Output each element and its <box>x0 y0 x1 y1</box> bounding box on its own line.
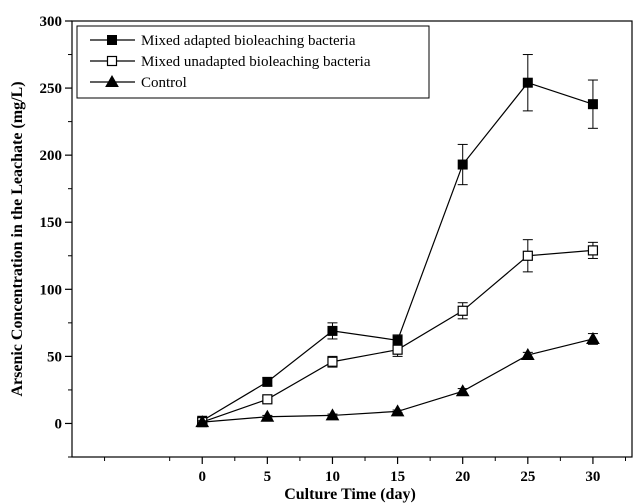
legend-label: Control <box>141 75 187 91</box>
x-axis-title: Culture Time (day) <box>284 486 416 503</box>
legend-marker <box>105 74 119 87</box>
data-point <box>195 415 210 428</box>
x-tick-label: 30 <box>585 469 600 485</box>
data-point <box>587 245 599 256</box>
data-point <box>457 159 468 170</box>
y-tick-label: 0 <box>55 416 63 432</box>
data-point <box>520 348 535 361</box>
data-point <box>262 376 273 387</box>
y-tick-label: 250 <box>40 81 63 97</box>
y-tick-label: 300 <box>40 14 63 30</box>
data-point <box>522 250 533 261</box>
x-tick-label: 0 <box>198 469 206 485</box>
data-point <box>390 404 405 417</box>
x-tick-label: 15 <box>390 469 405 485</box>
x-tick-label: 25 <box>520 469 535 485</box>
x-tick-label: 20 <box>455 469 470 485</box>
data-point <box>260 409 275 422</box>
data-point <box>522 77 533 88</box>
y-tick-label: 150 <box>40 215 63 231</box>
legend-marker <box>106 55 118 67</box>
data-point <box>327 325 338 336</box>
series-1 <box>197 239 599 428</box>
data-point <box>325 408 340 421</box>
data-point <box>586 331 600 344</box>
y-tick-label: 100 <box>40 282 63 298</box>
x-tick-label: 10 <box>325 469 340 485</box>
legend-box <box>76 25 430 99</box>
legend: Mixed adapted bioleaching bacteria Mixed … <box>76 25 430 99</box>
y-tick-label: 200 <box>40 148 63 164</box>
data-point <box>327 356 338 367</box>
plot-frame <box>71 20 633 458</box>
legend-label: Mixed unadapted bioleaching bacteria <box>141 54 371 70</box>
data-point <box>262 394 273 405</box>
data-point <box>455 384 470 397</box>
series-2 <box>195 331 600 428</box>
x-tick-label: 5 <box>264 469 272 485</box>
legend-label: Mixed adapted bioleaching bacteria <box>141 33 356 49</box>
y-axis-title: Arsenic Concentration in the Leachate (m… <box>9 81 26 396</box>
y-tick-label: 50 <box>47 349 62 365</box>
data-point <box>392 344 403 355</box>
data-point <box>587 99 598 110</box>
series-0 <box>197 54 598 426</box>
series-group <box>195 54 600 428</box>
legend-marker <box>107 35 117 45</box>
data-point <box>457 305 468 316</box>
series-line <box>201 82 594 422</box>
